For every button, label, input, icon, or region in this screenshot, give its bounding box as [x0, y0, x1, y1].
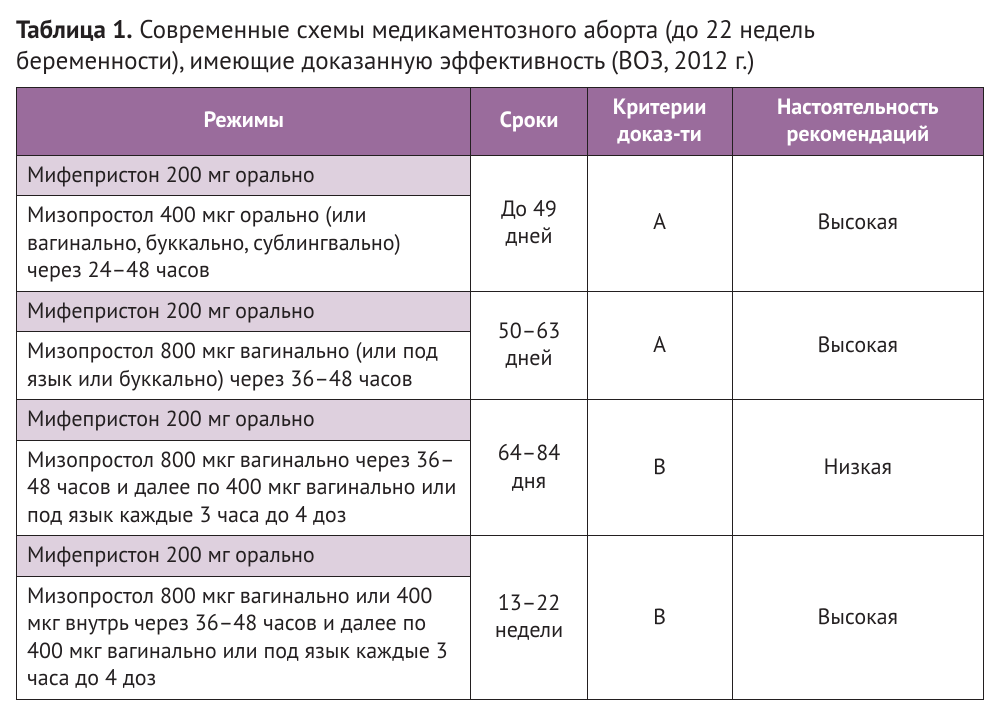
table-caption: Таблица 1. Современные схемы медикаменто…: [16, 14, 984, 77]
regime-cell: Мизопростол 400 мкг орально (или вагинал…: [17, 196, 471, 292]
col-header-evidence: Критерии доказ-ти: [587, 87, 732, 155]
regime-cell: Мифепристон 200 мг орально: [17, 400, 471, 441]
table-row: Мифепристон 200 мг оральноДо 49 днейAВыс…: [17, 155, 984, 196]
term-cell: 64–84 дня: [471, 400, 587, 536]
regime-cell: Мизопростол 800 мкг вагинально (или под …: [17, 332, 471, 400]
strength-cell: Высокая: [732, 291, 983, 400]
evidence-cell: B: [587, 536, 732, 700]
table-caption-prefix: Таблица 1.: [16, 13, 133, 45]
evidence-cell: B: [587, 400, 732, 536]
term-cell: До 49 дней: [471, 155, 587, 291]
table-row: Мифепристон 200 мг орально50–63 днейAВыс…: [17, 291, 984, 332]
strength-cell: Высокая: [732, 536, 983, 700]
col-header-strength: Настоятельность рекомендаций: [732, 87, 983, 155]
col-header-term: Сроки: [471, 87, 587, 155]
term-cell: 13–22 недели: [471, 536, 587, 700]
regime-cell: Мифепристон 200 мг орально: [17, 291, 471, 332]
strength-cell: Низкая: [732, 400, 983, 536]
table-row: Мифепристон 200 мг орально13–22 неделиBВ…: [17, 536, 984, 577]
evidence-cell: A: [587, 155, 732, 291]
schemes-table: Режимы Сроки Критерии доказ-ти Настоятел…: [16, 87, 984, 700]
term-cell: 50–63 дней: [471, 291, 587, 400]
col-header-regimes: Режимы: [17, 87, 471, 155]
table-row: Мифепристон 200 мг орально64–84 дняBНизк…: [17, 400, 984, 441]
evidence-cell: A: [587, 291, 732, 400]
regime-cell: Мифепристон 200 мг орально: [17, 155, 471, 196]
table-body: Мифепристон 200 мг оральноДо 49 днейAВыс…: [17, 155, 984, 699]
table-head: Режимы Сроки Критерии доказ-ти Настоятел…: [17, 87, 984, 155]
regime-cell: Мизопростол 800 мкг вагинально или 400 м…: [17, 576, 471, 699]
strength-cell: Высокая: [732, 155, 983, 291]
table-caption-text: Современные схемы медикаментозного аборт…: [16, 13, 814, 76]
regime-cell: Мизопростол 800 мкг вагинально через 36–…: [17, 440, 471, 536]
regime-cell: Мифепристон 200 мг орально: [17, 536, 471, 577]
